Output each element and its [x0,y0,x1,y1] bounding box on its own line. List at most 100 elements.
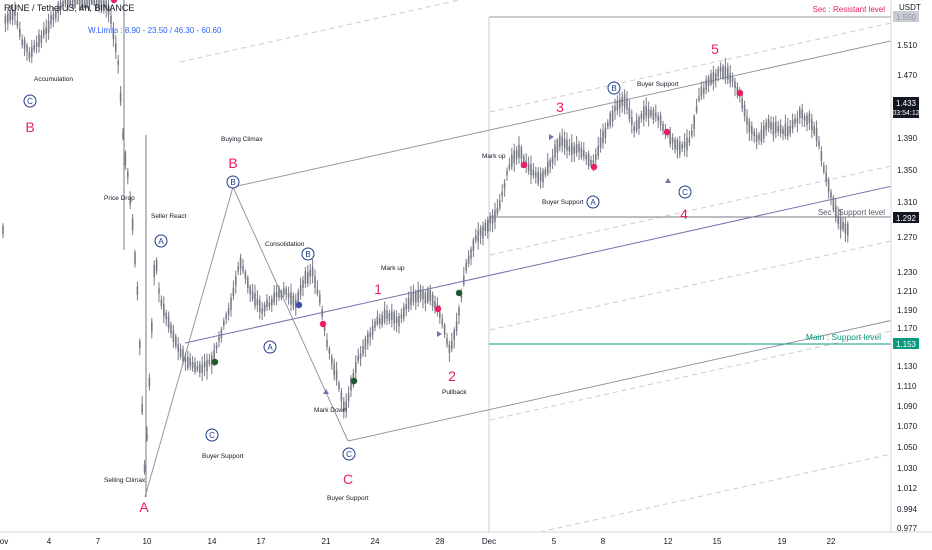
price-candle-body [587,153,590,167]
price-tick-label: 1.270 [897,233,918,242]
price-candle-body [26,45,28,53]
wave-circle-marker [23,94,37,108]
buy-signal-dot [211,358,219,366]
price-candle-body [143,464,146,473]
price-candle-body [287,293,290,298]
price-candle-body [832,197,835,211]
right-arrow-marker [437,331,442,337]
wave-circle-marker [301,247,315,261]
price-candle-body [698,96,700,101]
price-tick-label: 1.070 [897,422,918,431]
price-candle-body [230,297,232,310]
price-candle-body [23,39,26,49]
price-candle-body [33,45,35,51]
price-candle-body [405,304,407,310]
price-candle-body [383,309,386,322]
price-candle-body [501,191,503,196]
price-candle-body [827,179,830,192]
price-candle-body [211,355,213,366]
price-candle-body [470,248,472,259]
price-candle-body [314,276,316,288]
price-candle-body [359,353,362,359]
price-candle-body [189,358,191,367]
price-candle-body [508,164,511,169]
price-candle-body [278,287,280,298]
price-candle-body [717,68,719,77]
wave-circle-label: C [682,188,688,197]
price-candle-body [141,404,143,413]
price-candle-body [14,10,16,16]
price-candle-body [671,137,674,144]
price-candle-body [379,318,381,324]
price-candle-body [374,321,376,328]
price-candle-body [261,308,263,314]
time-tick-label: 14 [208,537,217,546]
price-candle-body [206,359,208,372]
time-tick-label: 7 [96,537,101,546]
price-candle-body [676,139,679,151]
price-candle-body [98,0,100,9]
price-levels [489,16,891,345]
price-candle-body [391,311,393,320]
price-candle-body [585,155,587,160]
price-candle-body [47,20,50,34]
price-candle-body [710,73,712,85]
price-candle-body [196,366,199,371]
price-candle-body [364,338,367,350]
seller-react-label: Seller React [151,213,187,220]
wave-label-2: 2 [448,368,456,384]
price-candle-body [844,223,847,234]
countdown-text: 03:54:12 [892,110,919,117]
price-candle-body [487,219,489,232]
price-candle-body [237,266,239,272]
price-candle-body [439,311,441,318]
consolidation-label: Consolidation [265,241,305,248]
price-candle-body [343,401,345,412]
price-candle-body [268,302,271,307]
price-candle-body [441,318,443,325]
price-candle-body [715,73,717,81]
price-candle-body [83,0,86,9]
price-candle-body [820,151,823,161]
price-candle-body [458,307,460,317]
accumulation-label: Accumulation [34,76,73,83]
price-candle-body [842,221,844,230]
price-candle-body [7,13,9,23]
price-candle-body [472,239,475,251]
price-candle-body [808,113,811,123]
price-candle-body [290,291,292,305]
price-candle-body [275,291,278,298]
price-candle-body [40,35,43,43]
up-arrow-marker [323,389,329,394]
channel-middle-line [184,185,892,344]
price-candle-body [76,0,79,5]
price-candle-body [417,289,419,302]
price-candle-body [523,156,525,163]
price-candle-body [784,123,787,137]
price-candle-body [256,298,259,306]
price-candles [2,0,849,497]
price-candle-body [309,269,311,277]
wave-circle-marker [226,175,240,189]
price-candle-body [734,81,736,88]
annotations: Accumulation Buying Climax Price Drop Selle… [23,41,719,515]
wave-label-c: C [343,471,353,487]
time-tick-label: 4 [47,537,52,546]
price-candle-body [484,222,487,231]
price-candle-body [91,0,93,5]
price-candle-body [422,291,424,300]
price-candle-body [727,67,729,80]
price-tick-label: 1.130 [897,362,918,371]
price-candle-body [191,362,194,369]
price-candle-body [9,10,11,21]
price-candle-body [333,363,335,376]
channel-dashed-line [539,453,892,533]
time-axis[interactable]: ov 4 7 10 14 17 21 24 28 Dec 5 8 12 15 19 22 [0,537,836,546]
price-candle-body [127,171,129,178]
price-candle-body [57,3,59,13]
channel-dashed-line [489,22,892,113]
up-arrow-marker [665,178,671,183]
price-candle-body [345,401,347,411]
price-candle-body [489,216,491,224]
